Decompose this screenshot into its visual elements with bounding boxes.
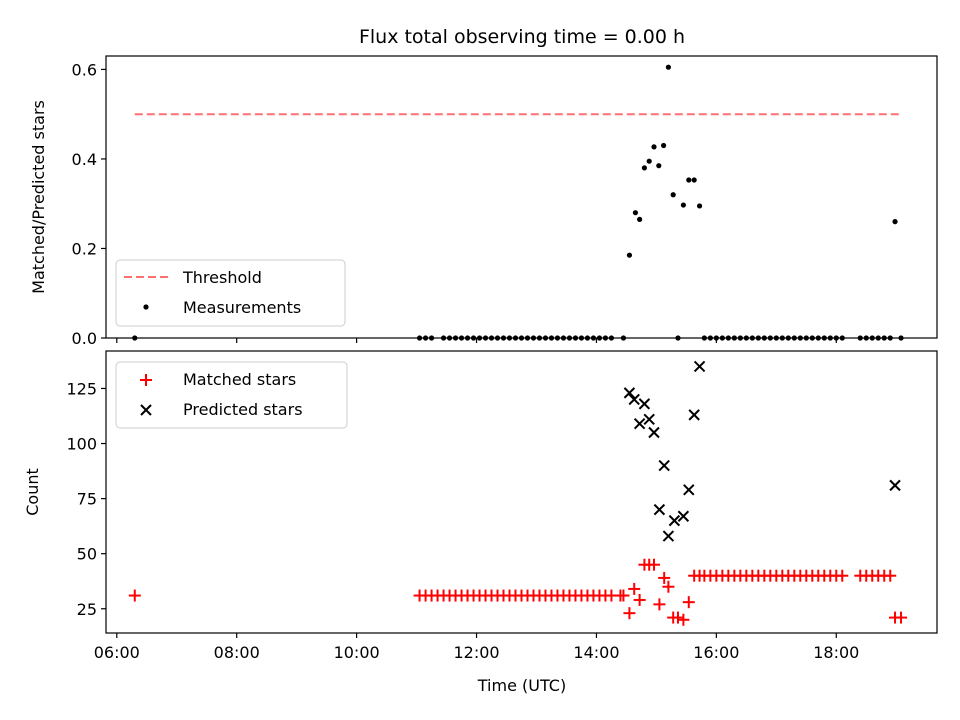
matched-star-marker bbox=[623, 607, 636, 620]
bottom-x-tick-label: 12:00 bbox=[453, 643, 499, 662]
measurement-point bbox=[656, 163, 662, 169]
predicted-star-marker bbox=[889, 479, 901, 492]
measurement-point bbox=[670, 192, 676, 198]
bottom-plot-area bbox=[128, 360, 908, 626]
predicted-star-marker bbox=[662, 530, 675, 542]
predicted-star-marker bbox=[688, 409, 700, 421]
measurement-point bbox=[691, 177, 697, 183]
bottom-y-tick-label: 50 bbox=[77, 545, 97, 564]
legend-predicted-label: Predicted stars bbox=[183, 400, 303, 419]
predicted-star-marker bbox=[638, 398, 651, 410]
bottom-x-tick-label: 14:00 bbox=[573, 643, 619, 662]
matched-star-marker bbox=[648, 558, 661, 571]
bottom-y-tick-label: 100 bbox=[66, 435, 97, 454]
legend-measurements-swatch bbox=[143, 304, 149, 310]
predicted-star-marker bbox=[643, 413, 655, 426]
legend-matched-label: Matched stars bbox=[183, 370, 296, 389]
measurement-point bbox=[680, 202, 686, 208]
matched-star-marker bbox=[884, 569, 897, 582]
top-y-tick-label: 0.2 bbox=[72, 239, 97, 258]
predicted-star-marker bbox=[633, 417, 646, 430]
measurement-point bbox=[651, 144, 657, 150]
predicted-star-marker bbox=[677, 510, 690, 522]
bottom-y-tick-label: 75 bbox=[77, 490, 97, 509]
bottom-legend: Matched stars Predicted stars bbox=[115, 361, 348, 429]
bottom-x-ticks: 06:00 08:00 10:00 12:00 14:00 16:00 18:00 bbox=[94, 633, 859, 662]
bottom-x-tick-label: 10:00 bbox=[334, 643, 380, 662]
bottom-panel: 25 50 75 100 125 06:00 08:00 10:00 12:00 14:00 16… bbox=[23, 350, 938, 695]
matched-star-marker bbox=[836, 569, 849, 582]
measurement-point bbox=[641, 165, 648, 171]
top-y-tick-label: 0.0 bbox=[72, 329, 97, 348]
matched-star-marker bbox=[628, 582, 641, 595]
predicted-star-marker bbox=[693, 360, 706, 373]
bottom-axes-frame bbox=[105, 350, 938, 634]
matched-star-marker bbox=[653, 598, 666, 611]
top-y-tick-label: 0.4 bbox=[72, 150, 97, 169]
top-legend: Threshold Measurements bbox=[115, 259, 346, 327]
top-y-ticks: 0.0 0.2 0.4 0.6 bbox=[72, 60, 106, 348]
measurement-point bbox=[696, 203, 703, 209]
legend-measurements-label: Measurements bbox=[183, 298, 301, 317]
bottom-x-tick-label: 08:00 bbox=[214, 643, 260, 662]
bottom-x-tick-label: 18:00 bbox=[813, 643, 859, 662]
top-y-tick-label: 0.6 bbox=[72, 60, 97, 79]
measurement-point bbox=[665, 64, 671, 70]
bottom-y-tick-label: 125 bbox=[66, 379, 97, 398]
measurement-point bbox=[632, 210, 639, 216]
top-x-ticks bbox=[116, 338, 837, 343]
measurement-point bbox=[626, 252, 633, 258]
matched-star-marker bbox=[895, 611, 908, 624]
bottom-legend-box bbox=[115, 361, 348, 429]
bottom-y-ticks: 25 50 75 100 125 bbox=[66, 379, 106, 619]
top-legend-box bbox=[115, 259, 346, 327]
predicted-star-marker bbox=[653, 503, 666, 516]
matched-star-marker bbox=[128, 589, 141, 602]
legend-threshold-label: Threshold bbox=[182, 268, 262, 287]
x-axis-label: Time (UTC) bbox=[477, 676, 566, 695]
bottom-y-tick-label: 25 bbox=[77, 600, 97, 619]
top-axes-frame bbox=[105, 55, 938, 339]
matched-star-marker bbox=[617, 589, 630, 602]
measurement-point bbox=[637, 216, 643, 222]
measurement-point bbox=[892, 219, 898, 225]
bottom-x-tick-label: 06:00 bbox=[94, 643, 140, 662]
matched-star-marker bbox=[633, 593, 646, 606]
matched-star-marker bbox=[662, 580, 675, 593]
top-y-axis-label: Matched/Predicted stars bbox=[29, 100, 48, 294]
predicted-star-marker bbox=[628, 393, 640, 406]
predicted-star-marker bbox=[648, 426, 660, 439]
predicted-star-marker bbox=[668, 514, 681, 527]
chart-title: Flux total observing time = 0.00 h bbox=[359, 26, 685, 48]
measurement-point bbox=[660, 142, 667, 149]
legend-predicted-swatch bbox=[140, 404, 152, 416]
legend-matched-swatch bbox=[140, 374, 152, 386]
top-panel: 0.0 0.2 0.4 0.6 Matched/Predicted stars Thr… bbox=[29, 55, 938, 348]
measurement-point bbox=[686, 177, 692, 183]
predicted-star-marker bbox=[683, 484, 695, 496]
matched-star-marker bbox=[671, 611, 684, 624]
matched-star-marker bbox=[677, 613, 690, 626]
matched-star-marker bbox=[658, 571, 671, 584]
predicted-star-marker bbox=[623, 387, 636, 399]
bottom-x-tick-label: 16:00 bbox=[693, 643, 739, 662]
bottom-y-axis-label: Count bbox=[23, 468, 42, 516]
measurement-point bbox=[646, 158, 652, 164]
predicted-star-marker bbox=[658, 459, 670, 472]
matched-star-marker bbox=[682, 596, 695, 609]
